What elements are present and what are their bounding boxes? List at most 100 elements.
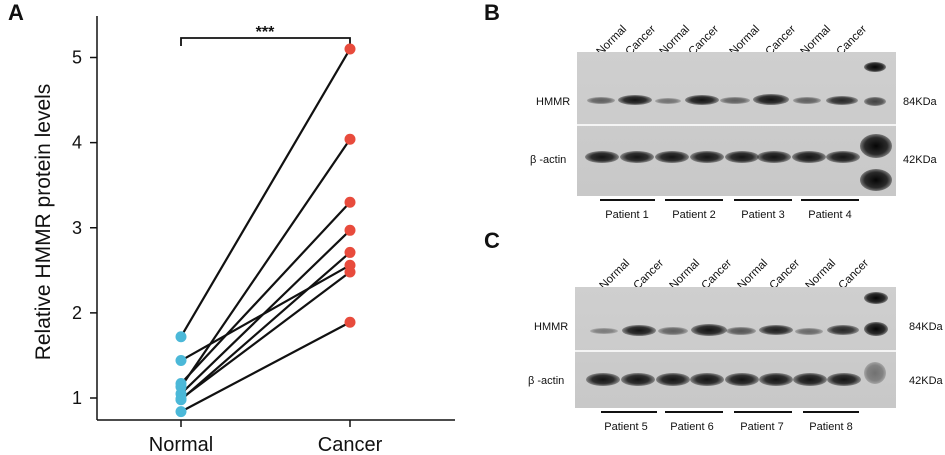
pair-lines <box>180 48 351 413</box>
y-tick-label: 2 <box>72 303 82 323</box>
normal-point <box>175 393 187 405</box>
band-hmmr-normal <box>795 328 823 335</box>
blot-membrane <box>575 287 896 408</box>
patient-label: Patient 6 <box>670 421 714 433</box>
x-tick-label-normal: Normal <box>149 434 213 455</box>
patient-underline <box>801 199 859 201</box>
panel-label-b: B <box>484 0 500 25</box>
cancer-point <box>344 224 356 236</box>
x-tick-label-cancer: Cancer <box>318 434 383 455</box>
paired-scatter-chart: 1 2 3 4 5 Relative HMMR protein levels Norma… <box>32 16 455 455</box>
blot-divider <box>577 124 896 126</box>
band-actin <box>793 373 827 386</box>
y-tick-label: 5 <box>72 48 82 68</box>
patient-label: Patient 3 <box>741 209 785 221</box>
patient-underline <box>734 411 792 413</box>
patient-underline <box>600 199 655 201</box>
band-actin <box>725 151 759 163</box>
patient-underline <box>665 199 723 201</box>
normal-point <box>175 355 187 367</box>
y-tick-label: 1 <box>72 388 82 408</box>
patient-label: Patient 2 <box>672 209 716 221</box>
y-axis-label: Relative HMMR protein levels <box>32 84 55 361</box>
patient-label: Patient 7 <box>740 421 784 433</box>
band-hmmr-cancer <box>685 95 719 105</box>
pair-line <box>180 271 351 400</box>
significance-bracket: *** <box>180 24 351 46</box>
row-label-hmmr: HMMR <box>536 96 571 108</box>
kda-label-84: 84KDa <box>903 96 937 108</box>
band-actin <box>826 151 860 163</box>
band-actin <box>827 373 861 386</box>
row-label-hmmr: HMMR <box>534 321 569 333</box>
band-actin <box>759 373 793 386</box>
normal-point <box>175 331 187 343</box>
patient-underline <box>665 411 723 413</box>
ladder-band <box>864 62 886 72</box>
ladder-band <box>864 322 888 336</box>
significance-marker: *** <box>256 24 275 41</box>
band-actin <box>655 151 689 163</box>
pair-line <box>180 48 351 338</box>
pair-line <box>180 201 351 385</box>
row-label-actin: β -actin <box>528 375 565 387</box>
band-hmmr-normal <box>590 328 618 334</box>
cancer-point <box>344 316 356 328</box>
band-hmmr-normal <box>793 97 821 104</box>
cancer-point <box>344 196 356 208</box>
cancer-point <box>344 133 356 145</box>
ladder-band <box>864 292 888 304</box>
band-hmmr-cancer <box>618 95 652 105</box>
normal-point <box>175 406 187 418</box>
band-actin <box>621 373 655 386</box>
band-actin <box>585 151 619 163</box>
band-actin <box>620 151 654 163</box>
band-hmmr-cancer <box>753 94 789 105</box>
cancer-point <box>344 266 356 278</box>
kda-label-42: 42KDa <box>909 375 943 387</box>
pair-line <box>180 251 351 401</box>
patient-label: Patient 5 <box>604 421 648 433</box>
pair-line <box>180 264 351 362</box>
y-axis: 1 2 3 4 5 Relative HMMR protein levels <box>32 16 98 420</box>
patient-label: Patient 4 <box>808 209 852 221</box>
pair-line <box>180 138 351 388</box>
band-actin <box>690 373 724 386</box>
data-points <box>175 43 356 418</box>
band-hmmr-cancer <box>691 324 727 336</box>
y-tick-label: 4 <box>72 133 82 153</box>
band-actin <box>725 373 759 386</box>
band-hmmr-normal <box>658 327 688 335</box>
band-actin <box>690 151 724 163</box>
panel-label-a: A <box>8 0 24 25</box>
band-actin <box>792 151 826 163</box>
y-tick-label: 3 <box>72 218 82 238</box>
blot-divider <box>575 350 896 352</box>
band-hmmr-cancer <box>622 325 656 336</box>
kda-label-42: 42KDa <box>903 154 937 166</box>
row-label-actin: β -actin <box>530 154 567 166</box>
ladder-band <box>864 362 886 384</box>
patient-underline <box>601 411 657 413</box>
x-axis: Normal Cancer <box>97 419 455 455</box>
patient-label: Patient 8 <box>809 421 853 433</box>
pair-line <box>180 321 351 413</box>
band-hmmr-cancer <box>827 325 859 335</box>
kda-label-84: 84KDa <box>909 321 943 333</box>
band-hmmr-normal <box>655 98 681 104</box>
band-hmmr-cancer <box>826 96 858 105</box>
ladder-band <box>860 169 892 191</box>
panel-label-c: C <box>484 228 500 253</box>
band-hmmr-normal <box>726 327 756 335</box>
normal-point <box>175 378 187 390</box>
band-hmmr-normal <box>587 97 615 104</box>
band-hmmr-normal <box>720 97 750 104</box>
patient-underline <box>734 199 792 201</box>
patient-underline <box>803 411 859 413</box>
band-actin <box>757 151 791 163</box>
cancer-point <box>344 43 356 55</box>
band-actin <box>656 373 690 386</box>
patient-label: Patient 1 <box>605 209 649 221</box>
ladder-band <box>864 97 886 106</box>
ladder-band <box>860 134 892 158</box>
